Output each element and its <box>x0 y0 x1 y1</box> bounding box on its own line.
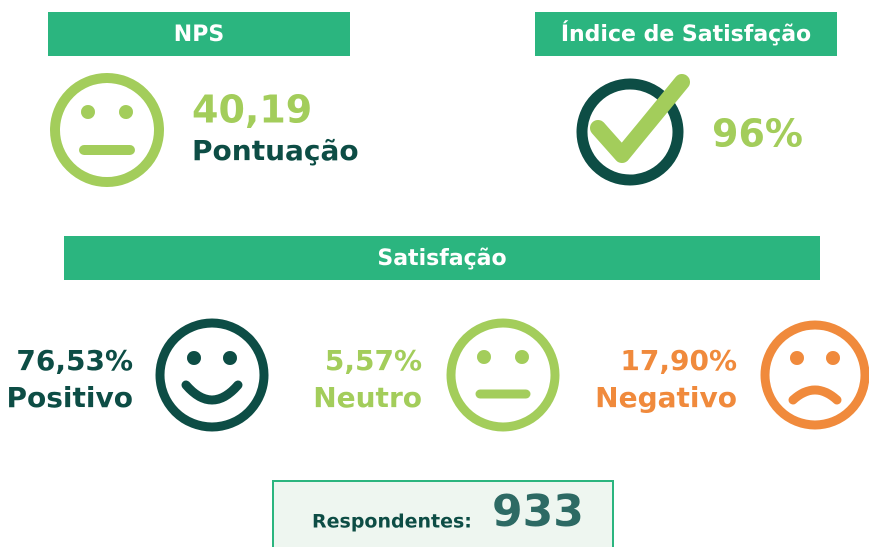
eye <box>790 351 804 365</box>
respondents-label: Respondentes: <box>312 511 472 533</box>
eye <box>515 350 529 364</box>
neutral-face-icon <box>446 318 560 432</box>
sad-face-icon <box>760 320 869 430</box>
nps-score: 40,19 <box>192 88 312 132</box>
index-value: 96% <box>712 112 803 156</box>
check-icon <box>576 74 690 186</box>
eye <box>81 105 95 119</box>
header-bar <box>64 236 820 280</box>
nps-header: NPS <box>174 22 224 47</box>
neutral-label: Neutro <box>313 381 422 414</box>
respondents-box <box>272 480 614 547</box>
negative-label: Negativo <box>595 381 737 414</box>
happy-face-icon <box>155 318 269 432</box>
eye <box>187 351 201 365</box>
positive-label: Positivo <box>7 381 134 414</box>
header-bar <box>48 12 350 56</box>
positive-value: 76,53% <box>16 344 133 377</box>
satisfaction-header: Satisfação <box>377 246 506 271</box>
eye <box>477 350 491 364</box>
eye <box>223 351 237 365</box>
eye <box>826 351 840 365</box>
nps-label: Pontuação <box>192 134 359 167</box>
negative-value: 17,90% <box>620 344 737 377</box>
neutral-value: 5,57% <box>325 344 422 377</box>
header-bar <box>535 12 837 56</box>
eye <box>119 105 133 119</box>
index-header: Índice de Satisfação <box>561 21 811 47</box>
neutral-face-icon <box>50 73 164 187</box>
respondents-value: 933 <box>492 486 584 537</box>
